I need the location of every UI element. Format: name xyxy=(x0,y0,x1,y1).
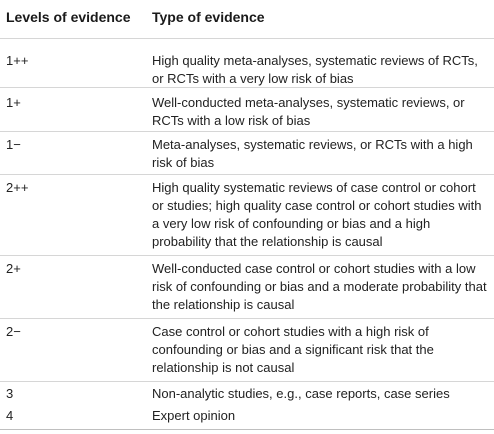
table-header: Levels of evidence Type of evidence xyxy=(0,0,494,39)
row-level: 3 xyxy=(6,386,14,401)
table-row: 2++ High quality systematic reviews of c… xyxy=(0,175,494,256)
row-type: High quality systematic reviews of case … xyxy=(152,180,482,249)
row-type: Well-conducted meta-analyses, systematic… xyxy=(152,95,465,128)
table-row: 1++ High quality meta-analyses, systemat… xyxy=(0,39,494,88)
row-type: Well-conducted case control or cohort st… xyxy=(152,261,487,312)
row-type: High quality meta-analyses, systematic r… xyxy=(152,53,478,86)
row-type: Case control or cohort studies with a hi… xyxy=(152,324,434,375)
table-row: 3 Non-analytic studies, e.g., case repor… xyxy=(0,382,494,404)
table-row: 1+ Well-conducted meta-analyses, systema… xyxy=(0,88,494,132)
table-row: 2+ Well-conducted case control or cohort… xyxy=(0,256,494,319)
header-levels-of-evidence: Levels of evidence xyxy=(6,9,131,25)
table-row: 2− Case control or cohort studies with a… xyxy=(0,319,494,382)
row-level: 2++ xyxy=(6,180,29,195)
table-row: 1− Meta-analyses, systematic reviews, or… xyxy=(0,132,494,175)
row-type: Meta-analyses, systematic reviews, or RC… xyxy=(152,137,473,170)
row-level: 2− xyxy=(6,324,21,339)
table-row: 4 Expert opinion xyxy=(0,404,494,430)
row-level: 4 xyxy=(6,408,14,423)
row-level: 1+ xyxy=(6,95,21,110)
row-type: Expert opinion xyxy=(152,408,236,423)
header-type-of-evidence: Type of evidence xyxy=(152,9,265,25)
row-level: 2+ xyxy=(6,261,21,276)
row-type: Non-analytic studies, e.g., case reports… xyxy=(152,386,450,401)
row-level: 1− xyxy=(6,137,21,152)
row-level: 1++ xyxy=(6,53,29,68)
